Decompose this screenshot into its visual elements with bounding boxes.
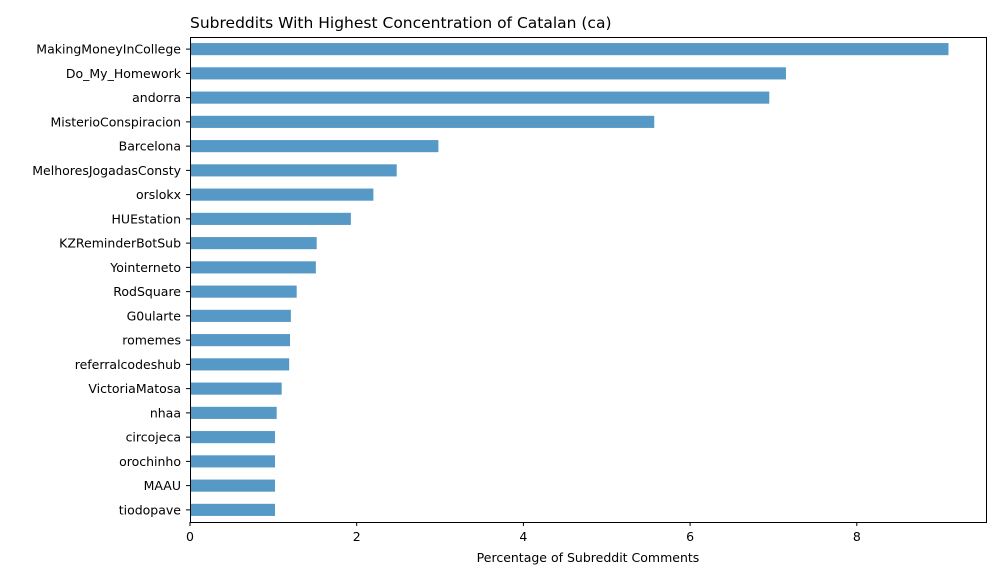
bar-G0ularte: [190, 309, 291, 322]
x-tick-label: 6: [686, 529, 694, 544]
bar-MisterioConspiracion: [190, 115, 655, 128]
y-tick-label: romemes: [122, 333, 181, 348]
x-tick-label: 2: [353, 529, 361, 544]
chart-title: Subreddits With Highest Concentration of…: [190, 14, 612, 32]
x-tick-label: 8: [853, 529, 861, 544]
y-tick-label: MelhoresJogadasConsty: [32, 163, 181, 178]
y-tick-label: circojeca: [126, 430, 181, 445]
bar-MelhoresJogadasConsty: [190, 164, 397, 177]
x-axis-label: Percentage of Subreddit Comments: [477, 550, 700, 565]
bar-orochinho: [190, 455, 276, 468]
y-tick-label: HUEstation: [112, 211, 181, 226]
x-axis-ticks: 0 2 4 6 8: [186, 522, 861, 544]
bar-KZReminderBotSub: [190, 237, 317, 250]
y-tick-label: MisterioConspiracion: [50, 114, 181, 129]
bar-RodSquare: [190, 285, 297, 298]
bar-HUEstation: [190, 212, 351, 225]
y-tick-label: G0ularte: [127, 308, 182, 323]
bar-andorra: [190, 91, 770, 104]
y-tick-label: RodSquare: [113, 284, 181, 299]
bar-circojeca: [190, 431, 276, 444]
y-tick-label: andorra: [132, 90, 181, 105]
y-tick-label: tiodopave: [119, 502, 182, 517]
y-tick-label: VictoriaMatosa: [88, 381, 181, 396]
bar-romemes: [190, 334, 291, 347]
y-tick-label: referralcodeshub: [75, 357, 181, 372]
plot-frame: [190, 37, 987, 523]
bar-nhaa: [190, 406, 277, 419]
bar-Yointerneto: [190, 261, 316, 274]
bars-group: [190, 43, 949, 516]
y-tick-label: Barcelona: [119, 139, 181, 154]
bar-VictoriaMatosa: [190, 382, 282, 395]
bar-referralcodeshub: [190, 358, 290, 371]
y-tick-label: Do_My_Homework: [66, 66, 182, 81]
x-tick-label: 4: [519, 529, 527, 544]
y-tick-label: KZReminderBotSub: [59, 236, 181, 251]
bar-MAAU: [190, 479, 276, 492]
bar-orslokx: [190, 188, 374, 201]
bar-Barcelona: [190, 140, 439, 153]
y-tick-label: MAAU: [144, 478, 181, 493]
x-tick-label: 0: [186, 529, 194, 544]
y-tick-label: Yointerneto: [109, 260, 181, 275]
y-tick-label: MakingMoneyInCollege: [36, 42, 181, 57]
y-tick-label: orslokx: [136, 187, 181, 202]
y-axis-ticks: MakingMoneyInCollege Do_My_Homeworkandorr…: [32, 42, 190, 517]
y-tick-label: orochinho: [119, 454, 181, 469]
bar-Do_My_Homework: [190, 67, 786, 80]
bar-MakingMoneyInCollege: [190, 43, 949, 56]
y-tick-label: nhaa: [150, 405, 181, 420]
bar-tiodopave: [190, 503, 276, 516]
